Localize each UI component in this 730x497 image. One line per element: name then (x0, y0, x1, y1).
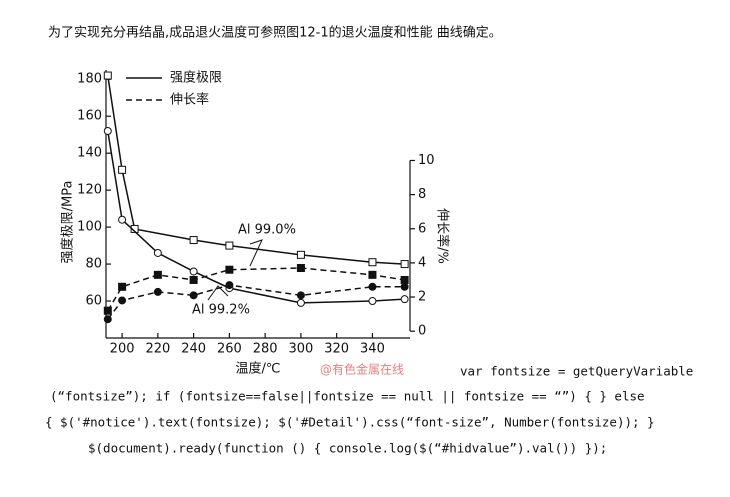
y-tick-label: 100 (77, 220, 102, 235)
marker (400, 282, 409, 291)
marker (103, 71, 112, 80)
y2-tick-label: 2 (418, 290, 426, 305)
marker (153, 248, 162, 257)
x-tick-label: 340 (360, 342, 385, 357)
marker (103, 315, 112, 324)
x-tick-label: 300 (289, 342, 314, 357)
marker (153, 270, 162, 279)
marker (400, 295, 409, 304)
marker (400, 275, 409, 284)
y-tick-label: 140 (77, 146, 102, 161)
marker (400, 260, 409, 269)
marker (368, 297, 377, 306)
code-line: { $('#notice').text(fontsize); $('#Detai… (45, 415, 655, 430)
annotation: Al 99.0% (238, 223, 296, 238)
y-axis-title: 强度极限/MPa (60, 181, 76, 264)
y2-tick-label: 8 (418, 187, 426, 202)
y-tick-label: 60 (85, 294, 102, 309)
marker (118, 282, 127, 291)
marker (296, 250, 305, 259)
x-tick-label: 200 (110, 342, 135, 357)
marker (103, 126, 112, 135)
y-tick-label: 120 (77, 183, 102, 198)
marker (189, 291, 198, 300)
marker (225, 281, 234, 290)
y-tick-label: 160 (77, 109, 102, 124)
series-line (107, 75, 405, 265)
marker (189, 236, 198, 245)
watermark: @有色金属在线 (320, 362, 404, 377)
marker (368, 270, 377, 279)
x-tick-label: 240 (181, 342, 206, 357)
y2-axis-title: 伸长率/% (435, 208, 451, 264)
legend-label: 强度极限 (170, 70, 222, 86)
x-tick-label: 320 (324, 342, 349, 357)
y2-tick-label: 6 (418, 221, 426, 236)
y2-tick-label: 4 (418, 255, 426, 270)
code-line: $(document).ready(function () { console.… (88, 441, 607, 456)
marker (189, 267, 198, 276)
marker (368, 282, 377, 291)
y2-tick-label: 0 (418, 324, 426, 339)
x-tick-label: 260 (217, 342, 242, 357)
x-axis-title: 温度/℃ (236, 361, 281, 377)
annotation-leader (207, 285, 229, 301)
series-line (107, 130, 405, 304)
code-line: (“fontsize”); if (fontsize==false||fonts… (50, 389, 645, 404)
y2-tick-label: 10 (418, 153, 435, 168)
marker (118, 296, 127, 305)
y-tick-label: 80 (85, 257, 102, 272)
x-tick-label: 280 (253, 342, 278, 357)
marker (225, 265, 234, 274)
annotation: Al 99.2% (192, 303, 250, 318)
marker (189, 275, 198, 284)
marker (153, 287, 162, 296)
marker (118, 215, 127, 224)
marker (296, 264, 305, 273)
marker (296, 298, 305, 307)
series-line (107, 267, 405, 312)
series-line (107, 284, 405, 320)
legend-label: 伸长率 (170, 92, 209, 108)
y-tick-label: 180 (77, 72, 102, 87)
marker (368, 258, 377, 267)
marker (225, 241, 234, 250)
x-tick-label: 220 (145, 342, 170, 357)
marker (296, 291, 305, 300)
header-text: 为了实现充分再结晶,成品退火温度可参照图12-1的退火温度和性能 曲线确定。 (48, 25, 502, 41)
marker (118, 165, 127, 174)
code-line: var fontsize = getQueryVariable (460, 364, 693, 379)
marker (103, 306, 112, 315)
annotation-leader (249, 239, 263, 267)
